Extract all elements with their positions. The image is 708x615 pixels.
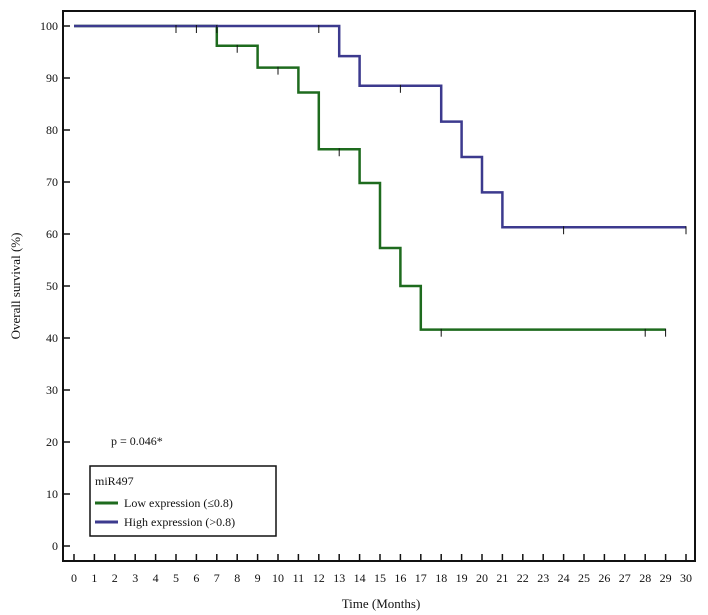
legend: miR497 Low expression (≤0.8) High expres… <box>89 465 277 537</box>
x-tick-label: 26 <box>598 571 610 585</box>
x-axis-label: Time (Months) <box>342 596 421 611</box>
series-line-1 <box>74 24 686 229</box>
x-tick-label: 20 <box>476 571 488 585</box>
legend-box <box>89 465 277 537</box>
x-tick-label: 21 <box>496 571 508 585</box>
x-tick-label: 28 <box>639 571 651 585</box>
x-tick-label: 29 <box>660 571 672 585</box>
series-line-0 <box>74 24 666 331</box>
x-tick-label: 13 <box>333 571 345 585</box>
x-tick-label: 16 <box>394 571 406 585</box>
x-tick-label: 7 <box>214 571 220 585</box>
x-tick-label: 18 <box>435 571 447 585</box>
x-tick-label: 8 <box>234 571 240 585</box>
x-tick-label: 9 <box>255 571 261 585</box>
y-tick-label: 10 <box>46 487 58 501</box>
x-tick-label: 22 <box>517 571 529 585</box>
legend-label-low: Low expression (≤0.8) <box>124 496 233 510</box>
x-tick-label: 27 <box>619 571 631 585</box>
x-tick-label: 1 <box>91 571 97 585</box>
legend-title: miR497 <box>95 474 134 488</box>
x-tick-label: 2 <box>112 571 118 585</box>
x-tick-label: 6 <box>193 571 199 585</box>
x-tick-label: 19 <box>456 571 468 585</box>
x-tick-label: 3 <box>132 571 138 585</box>
y-tick-label: 80 <box>46 123 58 137</box>
x-tick-label: 14 <box>354 571 366 585</box>
x-tick-label: 25 <box>578 571 590 585</box>
y-tick-label: 70 <box>46 175 58 189</box>
y-tick-label: 40 <box>46 331 58 345</box>
x-tick-label: 10 <box>272 571 284 585</box>
x-tick-label: 23 <box>537 571 549 585</box>
y-tick-label: 50 <box>46 279 58 293</box>
x-tick-label: 11 <box>293 571 305 585</box>
y-tick-label: 20 <box>46 435 58 449</box>
series-layer <box>74 24 686 331</box>
x-tick-label: 12 <box>313 571 325 585</box>
y-tick-label: 0 <box>52 539 58 553</box>
x-tick-label: 17 <box>415 571 427 585</box>
x-tick-label: 15 <box>374 571 386 585</box>
p-value-annotation: p = 0.046* <box>111 434 163 448</box>
y-axis-label: Overall survival (%) <box>8 233 23 340</box>
y-tick-label: 90 <box>46 71 58 85</box>
y-axis: 0 10 20 30 40 50 60 70 80 90 100 <box>40 19 70 553</box>
x-tick-label: 30 <box>680 571 692 585</box>
censor-marks <box>175 25 687 337</box>
y-tick-label: 60 <box>46 227 58 241</box>
x-tick-label: 4 <box>153 571 159 585</box>
x-tick-label: 5 <box>173 571 179 585</box>
y-tick-label: 30 <box>46 383 58 397</box>
legend-label-high: High expression (>0.8) <box>124 515 235 529</box>
x-axis: 0 1 2 3 4 5 6 7 8 9 10 11 12 13 14 15 16 17 18 19 20 21 22 23 24… <box>71 554 692 585</box>
x-tick-label: 0 <box>71 571 77 585</box>
y-tick-label: 100 <box>40 19 58 33</box>
x-tick-label: 24 <box>558 571 570 585</box>
